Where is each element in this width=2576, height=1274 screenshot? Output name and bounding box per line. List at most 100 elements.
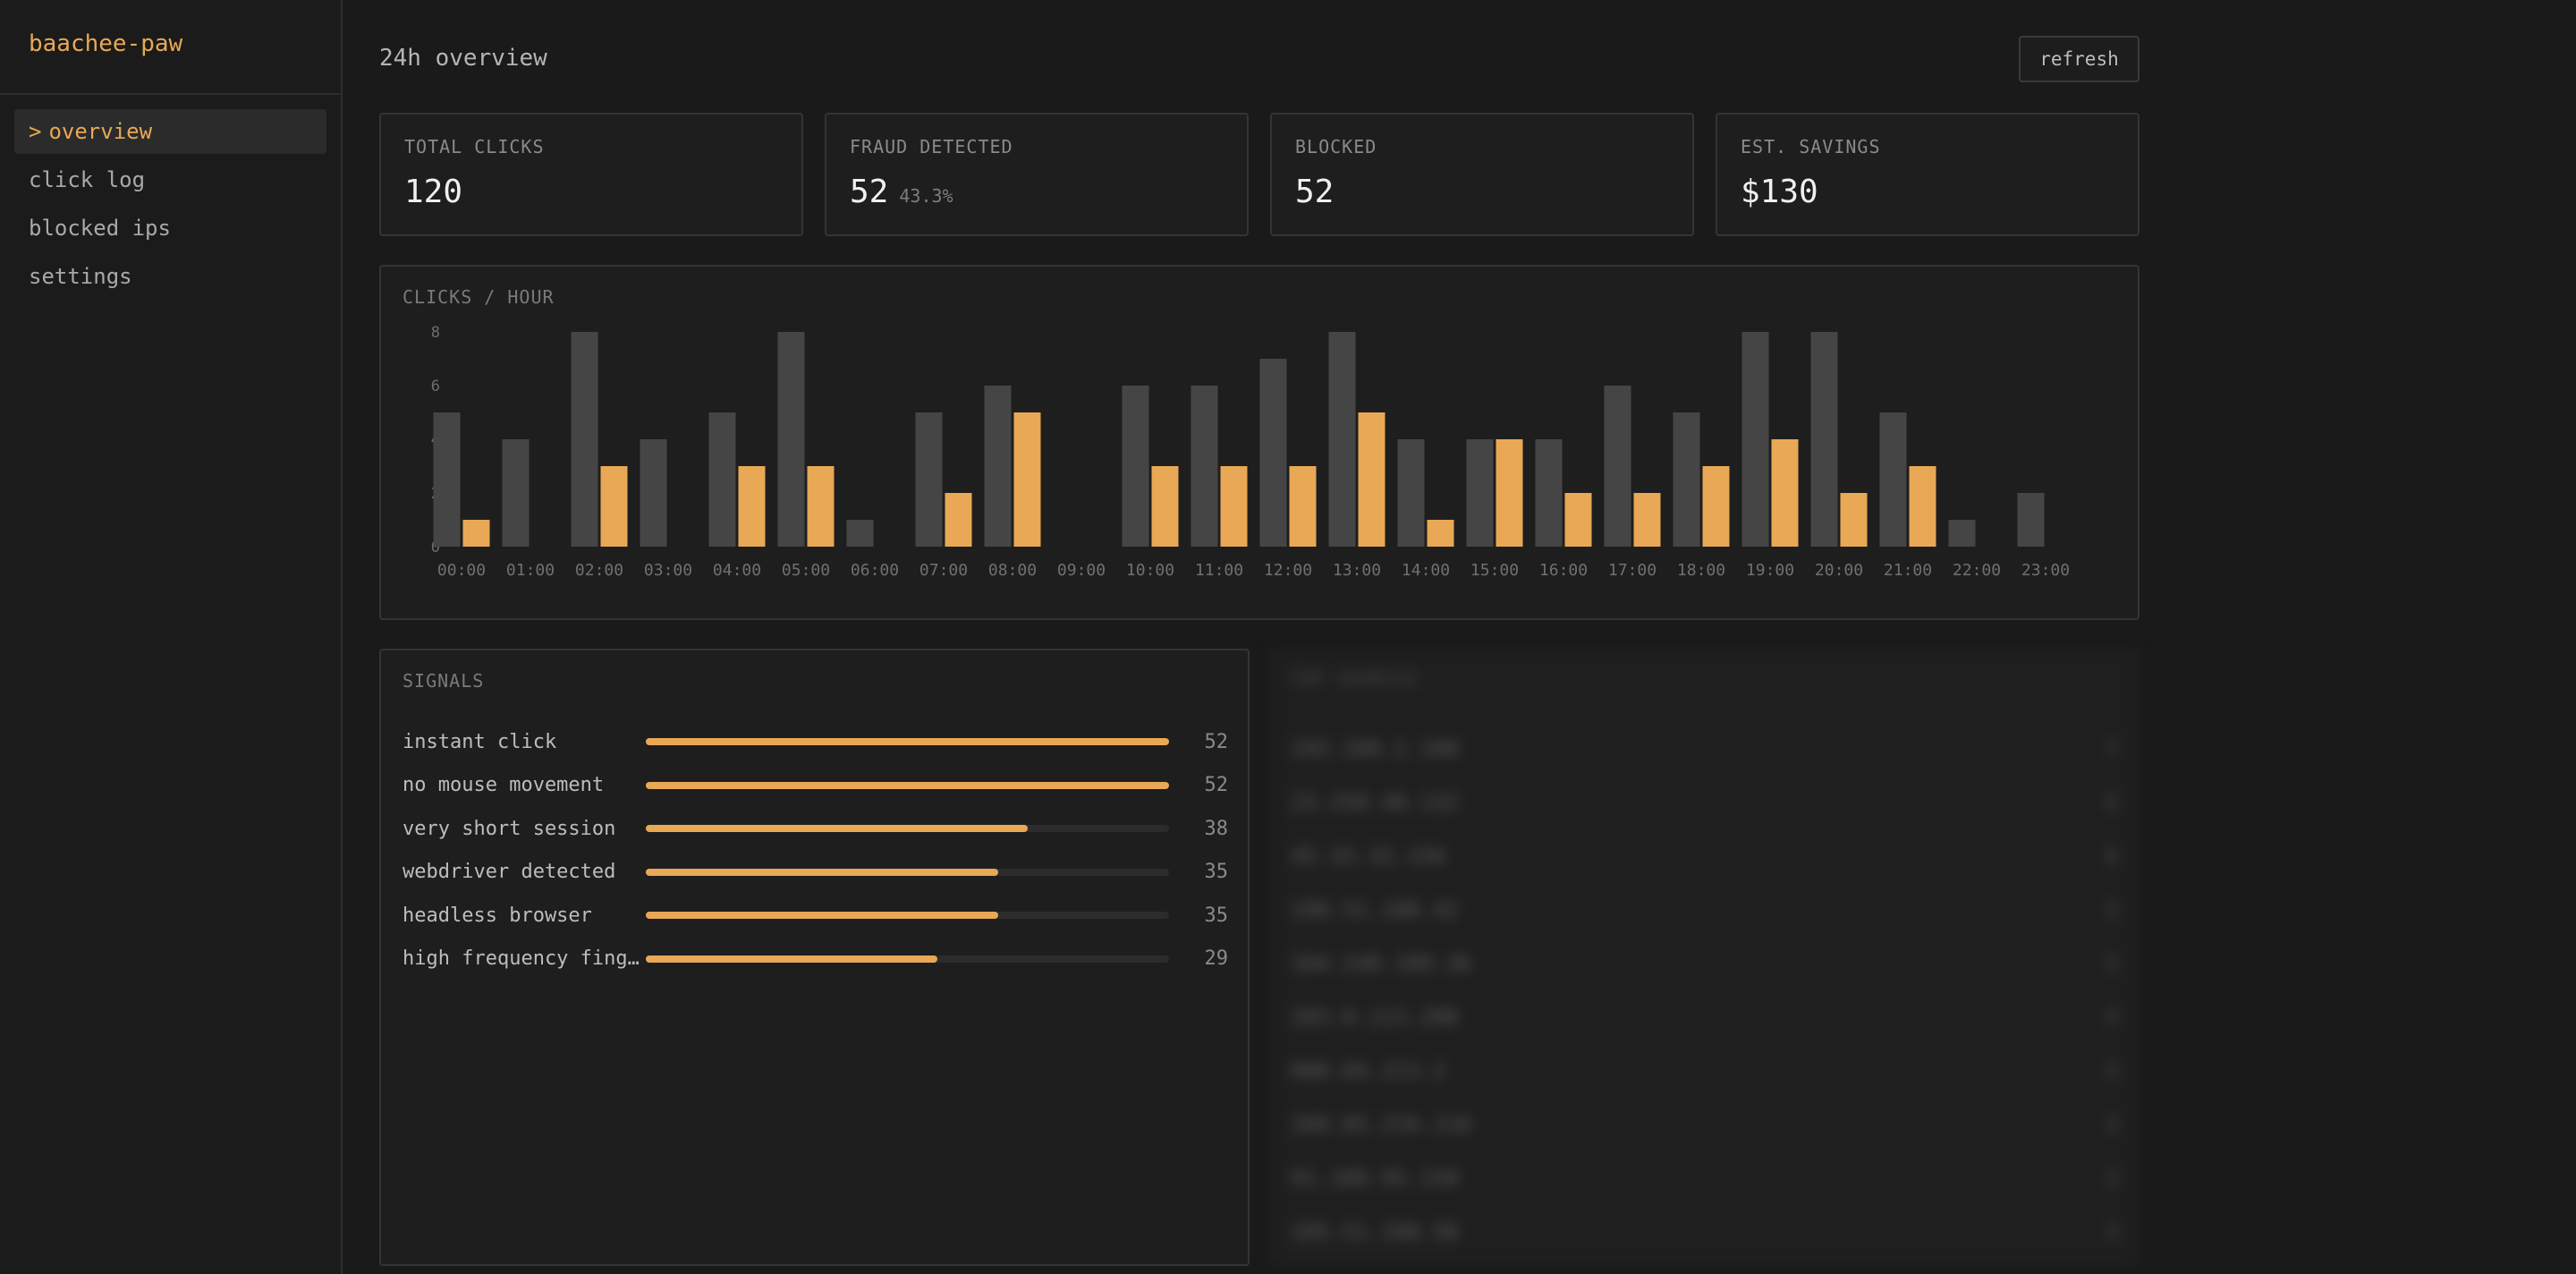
stat-value: 52 xyxy=(850,174,889,210)
refresh-button[interactable]: refresh xyxy=(2019,36,2140,82)
y-tick-label: 8 xyxy=(431,324,440,342)
x-tick-label: 00:00 xyxy=(437,561,486,580)
ip-address: 185.51.188.50 xyxy=(1291,1219,1459,1244)
sidebar-item-settings[interactable]: settings xyxy=(14,254,326,299)
signal-count: 52 xyxy=(1204,774,1229,797)
fraud-clicks-bar xyxy=(1840,493,1868,547)
total-clicks-bar xyxy=(1604,386,1631,547)
x-tick-label: 13:00 xyxy=(1333,561,1381,580)
signal-label: headless browser xyxy=(402,904,592,927)
fraud-clicks-bar xyxy=(1358,412,1385,547)
total-clicks-bar xyxy=(1397,439,1425,547)
x-tick-label: 04:00 xyxy=(713,561,761,580)
total-clicks-bar xyxy=(846,520,874,547)
signal-count: 29 xyxy=(1204,947,1229,971)
signal-bar-fill xyxy=(646,825,1029,833)
x-tick-label: 11:00 xyxy=(1195,561,1243,580)
ip-address: 209.85.234.210 xyxy=(1291,1112,1472,1137)
sidebar-item-overview[interactable]: > overview xyxy=(14,109,326,154)
signal-count: 52 xyxy=(1204,730,1229,753)
signal-bar-track xyxy=(646,868,1169,876)
fraud-clicks-bar xyxy=(600,466,628,547)
x-tick-label: 23:00 xyxy=(2021,561,2070,580)
x-tick-label: 10:00 xyxy=(1126,561,1174,580)
signal-bar-fill xyxy=(646,868,998,876)
fraud-clicks-bar xyxy=(1220,466,1248,547)
fraud-clicks-bar xyxy=(462,520,490,547)
caret-icon: > xyxy=(29,119,42,144)
stat-label: EST. SAVINGS xyxy=(1741,136,1881,157)
signal-row: very short session 38 xyxy=(402,807,1230,851)
ip-row[interactable]: 209.85.234.210 4 xyxy=(1291,1098,2118,1151)
ip-row[interactable]: 192.168.1.100 7 xyxy=(1291,722,2118,776)
app-logo[interactable]: baachee-paw xyxy=(0,0,341,95)
signal-label: instant click xyxy=(402,730,557,753)
stat-value: 52 xyxy=(1295,174,1335,210)
ip-address: 203.0.113.200 xyxy=(1291,1005,1459,1030)
x-tick-label: 20:00 xyxy=(1815,561,1863,580)
x-tick-label: 18:00 xyxy=(1677,561,1725,580)
signal-bar-fill xyxy=(646,912,998,920)
ip-row[interactable]: 080.84.213.2 4 xyxy=(1291,1044,2118,1098)
total-clicks-bar xyxy=(1466,439,1494,547)
x-tick-label: 05:00 xyxy=(782,561,830,580)
signal-label: no mouse movement xyxy=(402,774,605,797)
ip-row[interactable]: 198.51.100.42 5 xyxy=(1291,883,2118,937)
x-tick-label: 02:00 xyxy=(575,561,623,580)
signal-bar-track xyxy=(646,738,1169,746)
sidebar-item-blocked-ips[interactable]: blocked ips xyxy=(14,206,326,251)
x-tick-label: 08:00 xyxy=(988,561,1037,580)
total-clicks-bar xyxy=(1191,386,1218,547)
signal-bar-fill xyxy=(646,955,938,963)
fraud-clicks-bar xyxy=(945,493,972,547)
y-tick-label: 0 xyxy=(431,539,440,556)
signal-label: very short session xyxy=(402,817,616,840)
total-clicks-bar xyxy=(1810,332,1838,547)
signal-bar-fill xyxy=(646,781,1169,789)
x-tick-label: 03:00 xyxy=(644,561,692,580)
ip-row[interactable]: 203.0.113.200 4 xyxy=(1291,990,2118,1044)
total-clicks-bar xyxy=(1879,412,1907,547)
ip-list: 192.168.1.100 7 23.250.48.132 6 45.33.32.156… xyxy=(1291,722,2118,1259)
fraud-clicks-bar xyxy=(1496,439,1523,547)
x-tick-label: 19:00 xyxy=(1746,561,1794,580)
stats-row: TOTAL CLICKS 120 FRAUD DETECTED 52 43.3%… xyxy=(379,113,2140,236)
ip-row[interactable]: 45.33.32.156 6 xyxy=(1291,829,2118,883)
x-tick-label: 07:00 xyxy=(919,561,968,580)
signal-bar-track xyxy=(646,912,1169,920)
ip-count: 6 xyxy=(2105,790,2118,815)
page-title: 24h overview xyxy=(379,45,547,72)
main-content: 24h overview refresh TOTAL CLICKS 120 FR… xyxy=(379,0,2140,1266)
ip-address: 23.250.48.132 xyxy=(1291,790,1459,815)
ip-address: 080.84.213.2 xyxy=(1291,1058,1446,1083)
signal-count: 35 xyxy=(1204,861,1229,884)
total-clicks-bar xyxy=(1673,412,1700,547)
fraud-clicks-bar xyxy=(1289,466,1317,547)
top-sources-panel: TOP SOURCES 192.168.1.100 7 23.250.48.132 6… xyxy=(1269,649,2140,1266)
chart-canvas: 0246800:0001:0002:0003:0004:0005:0006:00… xyxy=(431,324,2070,580)
total-clicks-bar xyxy=(502,439,530,547)
sidebar-item-click-log[interactable]: click log xyxy=(14,157,326,202)
total-clicks-bar xyxy=(433,412,461,547)
sidebar-item-label: overview xyxy=(48,119,153,144)
ip-row[interactable]: 185.51.188.50 3 xyxy=(1291,1205,2118,1259)
ip-count: 7 xyxy=(2105,736,2118,761)
stat-label: BLOCKED xyxy=(1295,136,1377,157)
ip-row[interactable]: 23.250.48.132 6 xyxy=(1291,776,2118,829)
ip-count: 6 xyxy=(2105,844,2118,869)
fraud-clicks-bar xyxy=(738,466,766,547)
clicks-per-hour-chart: CLICKS / HOUR 0246800:0001:0002:0003:000… xyxy=(379,265,2140,620)
ip-row[interactable]: 91.189.95.150 3 xyxy=(1291,1151,2118,1205)
x-tick-label: 09:00 xyxy=(1057,561,1106,580)
x-tick-label: 16:00 xyxy=(1539,561,1588,580)
sidebar: baachee-paw > overview click log blocked… xyxy=(0,0,343,1274)
x-tick-label: 12:00 xyxy=(1264,561,1312,580)
ip-count: 5 xyxy=(2105,897,2118,922)
y-tick-label: 6 xyxy=(431,378,440,395)
signal-bar-track xyxy=(646,955,1169,963)
x-tick-label: 15:00 xyxy=(1470,561,1519,580)
stat-percentage: 43.3% xyxy=(899,185,953,207)
ip-count: 3 xyxy=(2105,1219,2118,1244)
signal-bar-track xyxy=(646,781,1169,789)
ip-row[interactable]: 104.248.189.36 5 xyxy=(1291,937,2118,990)
